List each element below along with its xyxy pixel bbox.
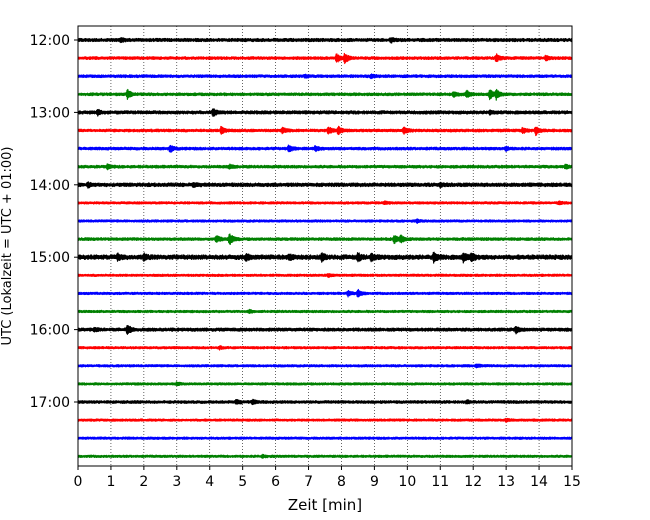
trace-1430 — [77, 218, 573, 224]
y-axis-label: UTC (Lokalzeit = UTC + 01:00) — [0, 147, 15, 346]
trace-1730 — [77, 436, 573, 440]
trace-1530 — [77, 288, 573, 298]
trace-1245 — [77, 88, 573, 101]
x-tick-label-6: 6 — [271, 474, 280, 490]
x-tick-label-8: 8 — [337, 474, 346, 490]
trace-1630 — [77, 363, 573, 369]
trace-1300 — [77, 108, 573, 118]
x-tick-label-7: 7 — [304, 474, 313, 490]
x-tick-label-12: 12 — [464, 474, 482, 490]
x-tick-label-1: 1 — [106, 474, 115, 490]
y-tick-label-15:00: 15:00 — [30, 250, 70, 266]
x-tick-label-14: 14 — [530, 474, 548, 490]
plot-frame — [77, 25, 573, 467]
trace-1545 — [77, 308, 573, 314]
trace-1400 — [77, 181, 573, 189]
y-axis-ticks: 12:00 13:00 14:00 15:00 16:00 17:00 — [30, 33, 78, 411]
x-gridlines — [110, 26, 540, 466]
x-tick-label-15: 15 — [563, 474, 581, 490]
x-tick-label-10: 10 — [398, 474, 416, 490]
x-tick-label-9: 9 — [370, 474, 379, 490]
trace-1345 — [77, 163, 573, 171]
y-tick-label-16:00: 16:00 — [30, 323, 70, 339]
trace-1615 — [77, 345, 573, 351]
trace-1645 — [77, 381, 573, 387]
trace-1330 — [77, 144, 573, 153]
trace-1500 — [77, 251, 573, 264]
x-tick-label-13: 13 — [497, 474, 515, 490]
trace-1745 — [77, 453, 573, 459]
trace-1415 — [77, 200, 573, 206]
y-tick-label-14:00: 14:00 — [30, 178, 70, 194]
x-tick-label-4: 4 — [205, 474, 214, 490]
x-tick-label-3: 3 — [172, 474, 181, 490]
trace-1315 — [77, 125, 573, 137]
y-tick-label-17:00: 17:00 — [30, 395, 70, 411]
x-axis-label: Zeit [min] — [288, 496, 362, 514]
x-tick-label-2: 2 — [139, 474, 148, 490]
trace-1230 — [77, 73, 573, 80]
trace-1700 — [77, 398, 573, 406]
trace-1445 — [77, 233, 573, 245]
x-tick-label-0: 0 — [74, 474, 83, 490]
x-tick-label-11: 11 — [431, 474, 449, 490]
trace-1715 — [77, 417, 573, 424]
trace-1200 — [77, 37, 573, 44]
trace-1215 — [77, 52, 573, 65]
trace-1515 — [77, 273, 573, 278]
y-tick-label-13:00: 13:00 — [30, 105, 70, 121]
x-axis-ticks: 0 1 2 3 4 5 6 7 8 9 10 11 12 13 14 15 — [74, 466, 581, 490]
seismic-traces — [77, 37, 573, 459]
x-tick-label-5: 5 — [238, 474, 247, 490]
trace-1600 — [77, 325, 573, 335]
y-tick-label-12:00: 12:00 — [30, 33, 70, 49]
